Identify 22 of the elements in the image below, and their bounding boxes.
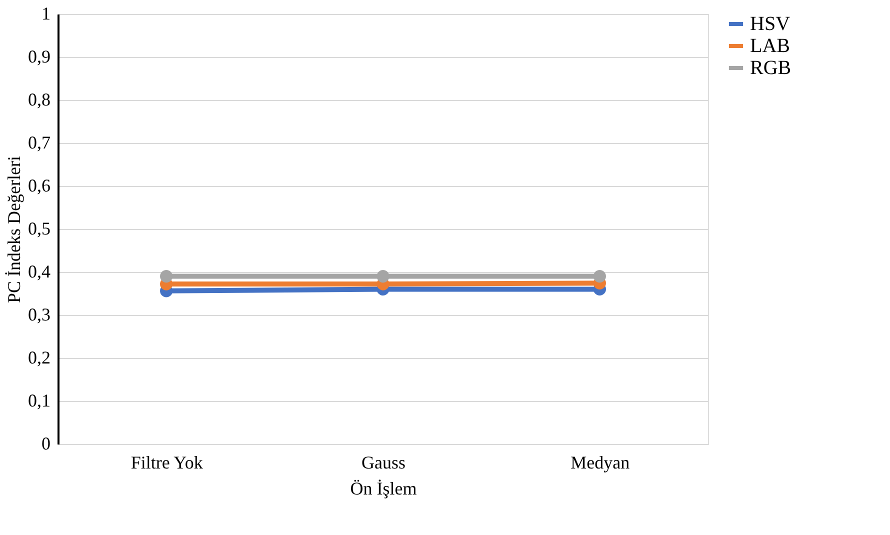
y-tick-label: 0,5 <box>28 218 50 238</box>
y-tick-label: 0,1 <box>28 390 50 410</box>
y-tick-label: 0,6 <box>28 176 50 196</box>
y-tick-label: 0,7 <box>28 132 50 152</box>
x-axis-title: Ön İşlem <box>350 478 417 498</box>
point <box>376 270 390 283</box>
y-tick-label: 0,4 <box>28 262 50 282</box>
y-tick-label: 0,3 <box>28 304 50 324</box>
y-axis-title: PC İndeks Değerleri <box>4 156 24 303</box>
y-tick-label: 0 <box>42 434 50 454</box>
x-tick-label: Medyan <box>570 452 630 472</box>
x-tick-label: Gauss <box>362 452 406 472</box>
legend-label: HSV <box>750 13 791 35</box>
y-tick-label: 1 <box>42 4 50 24</box>
point <box>160 270 173 283</box>
point <box>593 270 606 283</box>
x-tick-label: Filtre Yok <box>130 452 203 472</box>
legend-label: RGB <box>750 57 792 79</box>
y-tick-label: 0,2 <box>28 348 50 368</box>
y-tick-label: 0,9 <box>28 46 50 66</box>
legend-label: LAB <box>750 35 790 57</box>
y-tick-label: 0,8 <box>28 90 50 110</box>
